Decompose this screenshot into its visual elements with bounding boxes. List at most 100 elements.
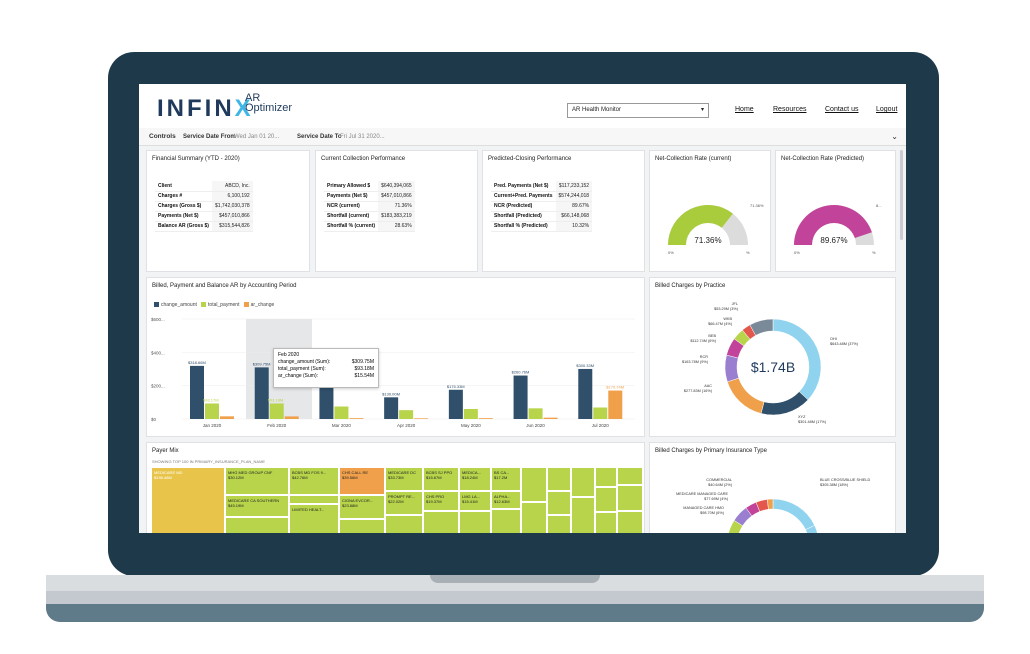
tooltip-row: change_amount (Sum): $309.75M xyxy=(278,359,374,366)
treemap-tile[interactable] xyxy=(547,515,571,533)
treemap-tile[interactable]: CIGNA EVCOR... $23.88M xyxy=(339,495,385,519)
treemap-tile-label: MEDICARE DC xyxy=(388,470,417,475)
collapse-chevron-icon[interactable]: ⌄ xyxy=(891,132,898,141)
donut-label: $53.29M (3%) xyxy=(714,307,739,311)
donut-label: WKB xyxy=(723,317,732,321)
treemap-tile[interactable] xyxy=(385,515,423,533)
treemap-tile[interactable]: CHS PRO $19.37M xyxy=(423,491,459,511)
row-value: 6,100,192 xyxy=(211,191,253,202)
treemap-tile[interactable] xyxy=(289,495,339,504)
nav-resources[interactable]: Resources xyxy=(773,106,807,113)
service-date-from-value[interactable]: Wed Jan 01 20... xyxy=(234,134,280,140)
treemap-tile[interactable] xyxy=(225,517,289,533)
treemap-tile[interactable] xyxy=(617,511,643,533)
bar-total_payment xyxy=(269,403,284,419)
treemap-tile[interactable] xyxy=(521,467,547,502)
gauge-value: 71.36% xyxy=(694,236,721,245)
treemap-tile-label: PROMPT RE... xyxy=(388,494,416,499)
treemap-tile[interactable] xyxy=(521,502,547,533)
financial-summary-table: Client ABCD, Inc. Charges #6,100,192 Char… xyxy=(155,181,253,232)
gauge-fill xyxy=(668,205,733,245)
treemap-tile-label: CHS PRO xyxy=(426,494,445,499)
nav-home[interactable]: Home xyxy=(735,106,754,113)
gauge-min: 0% xyxy=(668,250,674,255)
treemap-tile-label: MHG MED GROUP CNF xyxy=(228,470,273,475)
donut-slice xyxy=(766,498,774,510)
treemap-tile[interactable]: LIMITED HEALT... xyxy=(289,504,339,533)
treemap-tile-label: BS CA... xyxy=(494,470,510,475)
panel-title: Financial Summary (YTD - 2020) xyxy=(152,156,240,162)
service-date-to-value[interactable]: Fri Jul 31 2020... xyxy=(340,134,385,140)
service-date-from-label: Service Date From xyxy=(183,134,236,140)
gauge-value: 89.67% xyxy=(820,236,847,245)
treemap-tile[interactable] xyxy=(595,467,617,487)
treemap-tile[interactable] xyxy=(547,491,571,515)
treemap-tile[interactable] xyxy=(617,485,643,511)
bar-data-label: $170.74M xyxy=(606,385,624,390)
row-value: ABCD, Inc. xyxy=(211,181,253,192)
x-tick-label: Mar 2020 xyxy=(332,423,352,428)
panel-title: Net-Collection Rate (Predicted) xyxy=(781,156,865,162)
x-tick-label: May 2020 xyxy=(461,423,481,428)
treemap-tile[interactable] xyxy=(571,467,595,497)
treemap-tile[interactable] xyxy=(617,467,643,485)
treemap-tile-label: LIMITED HEALT... xyxy=(292,507,325,512)
billed-chart-panel: Billed, Payment and Balance AR by Accoun… xyxy=(146,277,645,437)
current-collection-panel: Current Collection Performance Primary A… xyxy=(315,150,478,272)
treemap-tile[interactable]: MHG MED GROUP CNF $30.12M xyxy=(225,467,289,495)
treemap-tile[interactable] xyxy=(547,467,571,491)
treemap-tile[interactable]: CHS CALL RE $39.56M xyxy=(339,467,385,495)
treemap-tile[interactable] xyxy=(595,487,617,512)
bar-change_amount xyxy=(384,397,399,419)
bar-ar_change xyxy=(414,418,429,419)
treemap-tile[interactable]: MEDICA... $18.24M xyxy=(459,467,491,491)
treemap-tile[interactable]: MEDICARE MD $198.48M xyxy=(151,467,225,533)
row-value: $574,244,018 xyxy=(555,191,593,202)
nav-logout[interactable]: Logout xyxy=(876,106,898,113)
treemap-tile[interactable]: ALPHA... $12.63M xyxy=(491,491,521,509)
treemap-tile[interactable]: BCBS SJ PPO $15.67M xyxy=(423,467,459,491)
treemap-tile[interactable]: LMG LA... $15.41M xyxy=(459,491,491,511)
bar-total_payment xyxy=(399,410,414,419)
treemap-tile[interactable]: MEDICARE DC $33.73M xyxy=(385,467,423,491)
treemap-tile[interactable]: MEDICARE CA SOUTHERN $45.19M xyxy=(225,495,289,517)
treemap-tile[interactable] xyxy=(339,519,385,533)
logo-sub-ar: AR xyxy=(245,92,261,104)
treemap-tile-label: $39.56M xyxy=(342,475,358,480)
dashboard-select[interactable]: AR Health Monitor ▾ xyxy=(567,103,709,118)
donut-label: JFL xyxy=(732,302,738,306)
table-row: Balance AR (Gross $) $315,544,826 xyxy=(155,221,253,232)
nav-contact-us[interactable]: Contact us xyxy=(825,106,859,113)
treemap-tile[interactable] xyxy=(423,511,459,533)
treemap-tile-label: $30.12M xyxy=(228,475,244,480)
row-key: Pred. Payments (Net $) xyxy=(491,181,556,192)
bar-data-label: $318.66M xyxy=(188,360,206,365)
donut-label: MEDICARE MANAGED CARE xyxy=(676,492,728,496)
treemap-tile[interactable]: BCBS MD FOS 9... $42.76M xyxy=(289,467,339,495)
bar-data-label: $300.33M xyxy=(576,363,594,368)
row-value: 28.63% xyxy=(378,221,415,232)
scrollbar[interactable] xyxy=(900,150,903,240)
treemap-tile[interactable] xyxy=(595,512,617,533)
treemap-tile[interactable]: PROMPT RE... $22.02M xyxy=(385,491,423,515)
bar-ar_change xyxy=(349,418,364,419)
donut-label: COMMERCIAL xyxy=(706,478,732,482)
treemap-tile[interactable] xyxy=(491,509,521,533)
logo-subtitle: AR Optimizer xyxy=(245,92,292,114)
row-key: Charges # xyxy=(155,191,212,202)
logo-text: INFIN xyxy=(157,95,235,122)
treemap-tile[interactable] xyxy=(459,511,491,533)
treemap-tile[interactable]: BS CA... $17.2M xyxy=(491,467,521,491)
chart-tooltip: Feb 2020 change_amount (Sum): $309.75M to… xyxy=(273,348,379,388)
bar-data-label: $93.18M xyxy=(268,397,284,402)
payer-treemap: MEDICARE MD $198.48M MHG MED GROUP CNF $30.… xyxy=(151,467,643,533)
treemap-tile-label: $198.48M xyxy=(154,475,172,480)
current-collection-table: Primary Allowed $ $640,394,065 Payments (… xyxy=(324,181,415,232)
donut-slice xyxy=(749,318,774,336)
row-value: $1,742,030,378 xyxy=(211,201,253,212)
predicted-closing-panel: Predicted-Closing Performance Pred. Paym… xyxy=(482,150,645,272)
treemap-tile[interactable] xyxy=(571,497,595,533)
donut-label: $163.78M (9%) xyxy=(682,360,709,364)
gauge-fill xyxy=(794,205,872,245)
table-row: Shortfall (current) $183,383,219 xyxy=(324,211,415,222)
